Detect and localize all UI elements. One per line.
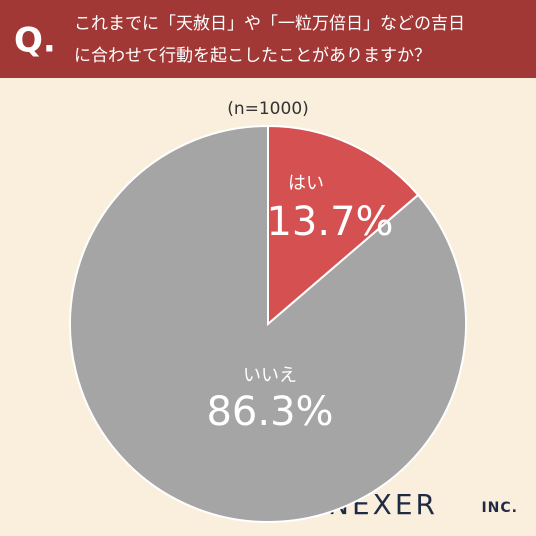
value-label: 86.3% bbox=[206, 389, 333, 435]
slice-label: いいえ bbox=[243, 365, 297, 386]
value-label: 13.7% bbox=[266, 199, 393, 245]
title-line: これまでに「天赦日」や「一粒万倍日」などの吉日 bbox=[74, 14, 465, 34]
title-line: に合わせて行動を起こしたことがありますか？ bbox=[74, 46, 431, 66]
header-band bbox=[0, 0, 536, 78]
subtitle: (n=1000) bbox=[227, 99, 309, 119]
pie-slice bbox=[69, 124, 467, 523]
slice-label: はい bbox=[288, 173, 324, 194]
pie-slice bbox=[267, 124, 420, 327]
brand-suffix: INC. bbox=[481, 500, 518, 516]
question-mark: Q. bbox=[14, 21, 56, 61]
